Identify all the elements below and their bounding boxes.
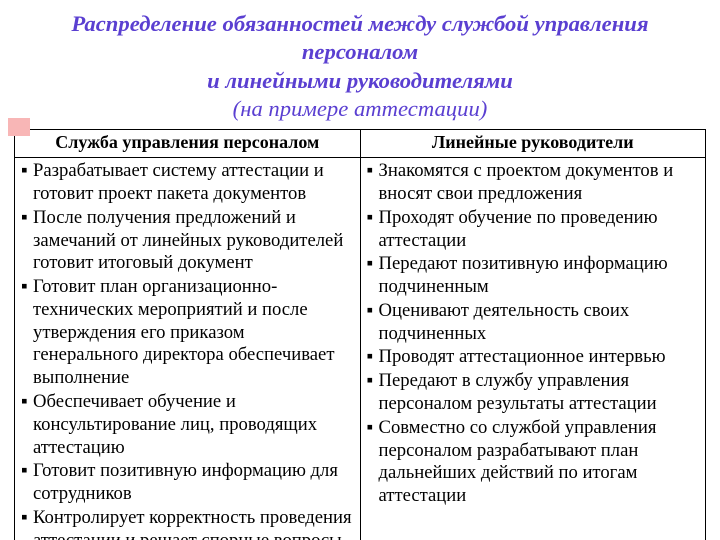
list-item: Готовит план организационно-технических … (21, 276, 354, 390)
list-item: Проходят обучение по проведению аттестац… (367, 207, 700, 253)
list-item: Передают в службу управления персоналом … (367, 370, 700, 416)
list-item: Контролирует корректность проведения атт… (21, 507, 354, 540)
responsibilities-table: Служба управления персоналом Линейные ру… (14, 129, 706, 540)
cell-hr-service: Разрабатывает систему аттестации и готов… (15, 158, 361, 540)
list-item: Обеспечивает обучение и консультирование… (21, 391, 354, 459)
header-hr-service: Служба управления персоналом (15, 130, 361, 158)
title-sub: (на примере аттестации) (233, 96, 488, 121)
list-item: Готовит позитивную информацию для сотруд… (21, 460, 354, 506)
list-item: Разрабатывает систему аттестации и готов… (21, 160, 354, 206)
cell-line-managers: Знакомятся с проектом документов и внося… (360, 158, 706, 540)
table-body-row: Разрабатывает систему аттестации и готов… (15, 158, 706, 540)
title-line2: и линейными руководителями (207, 68, 513, 93)
slide-title: Распределение обязанностей между службой… (22, 10, 698, 123)
list-item: Передают позитивную информацию подчиненн… (367, 253, 700, 299)
list-item: Проводят аттестационное интервью (367, 346, 700, 369)
list-item: Совместно со службой управления персонал… (367, 417, 700, 508)
header-line-managers: Линейные руководители (360, 130, 706, 158)
title-line1: Распределение обязанностей между службой… (71, 11, 648, 64)
line-managers-list: Знакомятся с проектом документов и внося… (367, 160, 700, 507)
accent-box (8, 118, 30, 136)
slide: Распределение обязанностей между службой… (0, 0, 720, 540)
list-item: Знакомятся с проектом документов и внося… (367, 160, 700, 206)
hr-service-list: Разрабатывает систему аттестации и готов… (21, 160, 354, 540)
list-item: Оценивают деятельность своих подчиненных (367, 300, 700, 346)
list-item: После получения предложений и замечаний … (21, 207, 354, 275)
table-header-row: Служба управления персоналом Линейные ру… (15, 130, 706, 158)
